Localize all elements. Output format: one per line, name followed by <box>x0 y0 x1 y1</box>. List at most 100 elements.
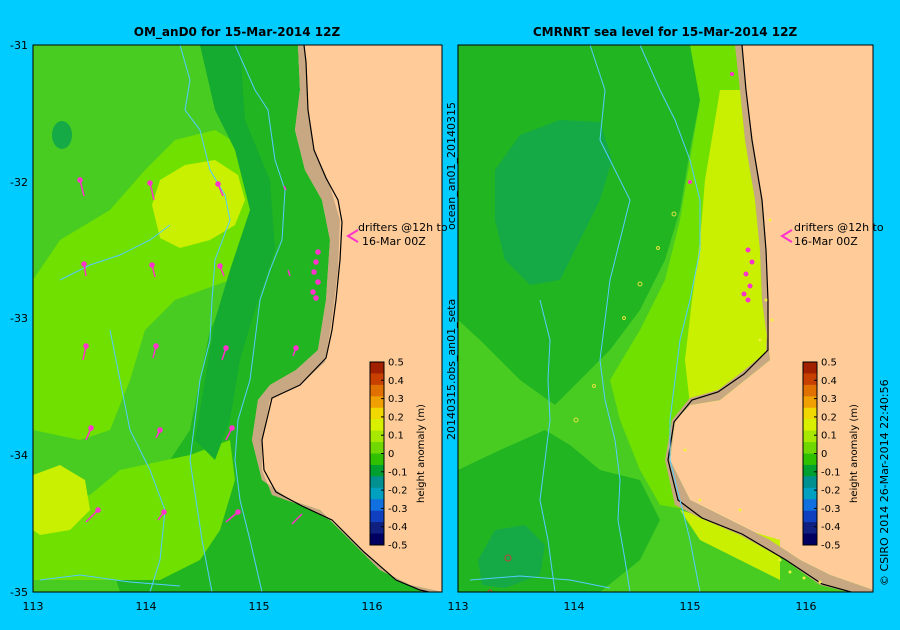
colorbar-swatch <box>370 362 384 374</box>
colorbar-swatch <box>803 384 817 397</box>
colorbar-swatch <box>803 464 817 477</box>
left-ocean-dark-spot <box>52 121 72 149</box>
right-x-axis: 113 114 115 116 <box>448 600 817 613</box>
right-ocean-dark-basin <box>495 120 612 285</box>
colorbar-swatch <box>803 510 817 523</box>
colorbar-swatch <box>370 419 384 432</box>
colorbar-tick-label: 0.2 <box>388 412 404 423</box>
colorbar-tick-label: 0.3 <box>821 394 837 405</box>
side-label-top: ocean_an01_20140315 <box>445 102 458 230</box>
x-tick-label: 116 <box>796 600 817 613</box>
colorbar-tick-label: -0.4 <box>388 522 408 533</box>
colorbar-swatch <box>803 487 817 500</box>
x-tick-label: 113 <box>448 600 469 613</box>
colorbar-tick-label: -0.2 <box>388 486 408 497</box>
colorbar-swatch <box>370 487 384 500</box>
colorbar-swatch <box>803 522 817 535</box>
left-coastline <box>261 45 432 592</box>
colorbar-label: height anomaly (m) <box>416 404 427 503</box>
colorbar-swatch <box>803 373 817 386</box>
left-y-axis: -31 -32 -33 -34 -35 <box>10 39 28 599</box>
colorbar-tick-label: -0.1 <box>388 467 408 478</box>
y-tick-label: -31 <box>10 39 28 52</box>
left-map-panel: OM_anD0 for 15-Mar-2014 12Z drifters @12… <box>10 25 448 613</box>
colorbar-tick-label: -0.5 <box>388 541 408 552</box>
colorbar-swatch <box>370 522 384 535</box>
colorbar-tick-label: 0.4 <box>388 376 404 387</box>
colorbar-swatch <box>370 453 384 466</box>
left-drifter-arrows <box>77 177 321 525</box>
colorbar-tick-label: 0.5 <box>821 358 837 369</box>
right-ocean-dark-basin-south <box>478 525 545 588</box>
left-annotation-line2: 16-Mar 00Z <box>362 235 426 248</box>
colorbar-swatch <box>370 373 384 386</box>
colorbar-swatch <box>803 362 817 374</box>
colorbar-tick-label: 0.4 <box>821 376 837 387</box>
right-observation-markers <box>487 211 677 592</box>
colorbar-right: 0.5 0.4 0.3 0.2 0.1 0 -0.1 -0.2 -0.3 -0.4 -0.5 heig… <box>802 358 860 552</box>
side-label-bottom: 20140315.obs_an01_seta <box>445 299 458 440</box>
y-tick-label: -35 <box>10 586 28 599</box>
colorbar-label: height anomaly (m) <box>849 404 860 503</box>
right-bathymetry-contours <box>469 45 701 592</box>
colorbar-swatch <box>370 464 384 477</box>
colorbar-tick-label: -0.2 <box>821 486 841 497</box>
right-ocean-yellow-south <box>680 510 780 580</box>
colorbar-swatch <box>803 533 817 546</box>
right-annotation-arrow <box>780 229 793 243</box>
y-tick-label: -33 <box>10 312 28 325</box>
left-panel-title: OM_anD0 for 15-Mar-2014 12Z <box>134 25 341 40</box>
right-panel-title: CMRNRT sea level for 15-Mar-2014 12Z <box>533 25 798 39</box>
colorbar-swatch <box>803 396 817 409</box>
colorbar-swatch <box>803 407 817 420</box>
colorbar-swatch <box>370 407 384 420</box>
colorbar-swatch <box>370 533 384 546</box>
colorbar-swatch <box>803 453 817 466</box>
x-tick-label: 115 <box>249 600 270 613</box>
colorbar-swatch <box>370 499 384 512</box>
right-drifter-markers <box>688 72 755 303</box>
y-tick-label: -34 <box>10 449 28 462</box>
colorbar-tick-label: 0.1 <box>388 431 404 442</box>
right-observation-dots-yellow <box>683 218 822 584</box>
colorbar-tick-label: 0.2 <box>821 412 837 423</box>
colorbar-swatch <box>803 442 817 454</box>
colorbar-swatch <box>370 430 384 443</box>
colorbar-swatch <box>370 442 384 454</box>
colorbar-swatch <box>803 499 817 512</box>
colorbar-tick-label: -0.5 <box>821 541 841 552</box>
colorbar-swatch <box>803 476 817 489</box>
colorbar-tick-label: -0.4 <box>821 522 841 533</box>
colorbar-swatch <box>803 419 817 432</box>
x-tick-label: 115 <box>680 600 701 613</box>
colorbar-swatch <box>370 510 384 523</box>
colorbar-tick-label: 0 <box>821 449 827 460</box>
left-ocean-light-band-south <box>33 440 235 580</box>
right-map-panel: CMRNRT sea level for 15-Mar-2014 12Z dri… <box>445 25 884 613</box>
right-annotation-line2: 16-Mar 00Z <box>794 235 858 248</box>
copyright-text: © CSIRO 2014 26-Mar-2014 22:40:56 <box>878 379 891 586</box>
left-ocean-yellow-blob-sw <box>33 465 90 535</box>
left-x-axis: 113 114 115 116 <box>23 600 383 613</box>
right-ocean-yellow-coastal <box>685 90 770 405</box>
right-annotation-line1: drifters @12h to <box>794 221 884 234</box>
colorbar-tick-label: 0.5 <box>388 358 404 369</box>
left-annotation-line1: drifters @12h to <box>358 221 448 234</box>
colorbar-tick-label: -0.3 <box>388 504 408 515</box>
x-tick-label: 113 <box>23 600 44 613</box>
colorbar-tick-label: -0.1 <box>821 467 841 478</box>
left-ocean-yellow-blob <box>152 160 245 248</box>
colorbar-tick-label: -0.3 <box>821 504 841 515</box>
colorbar-left: 0.5 0.4 0.3 0.2 0.1 0 -0.1 -0.2 -0.3 -0.4 -0.5 heig… <box>369 358 427 552</box>
left-annotation-arrow <box>346 229 359 243</box>
x-tick-label: 116 <box>362 600 383 613</box>
colorbar-tick-label: 0.1 <box>821 431 837 442</box>
left-bathymetry-contours <box>39 45 286 592</box>
left-ocean-dark-band <box>195 45 275 460</box>
colorbar-tick-label: 0.3 <box>388 394 404 405</box>
y-tick-label: -32 <box>10 176 28 189</box>
x-tick-label: 114 <box>136 600 157 613</box>
right-coastline <box>667 45 854 592</box>
colorbar-tick-label: 0 <box>388 449 394 460</box>
